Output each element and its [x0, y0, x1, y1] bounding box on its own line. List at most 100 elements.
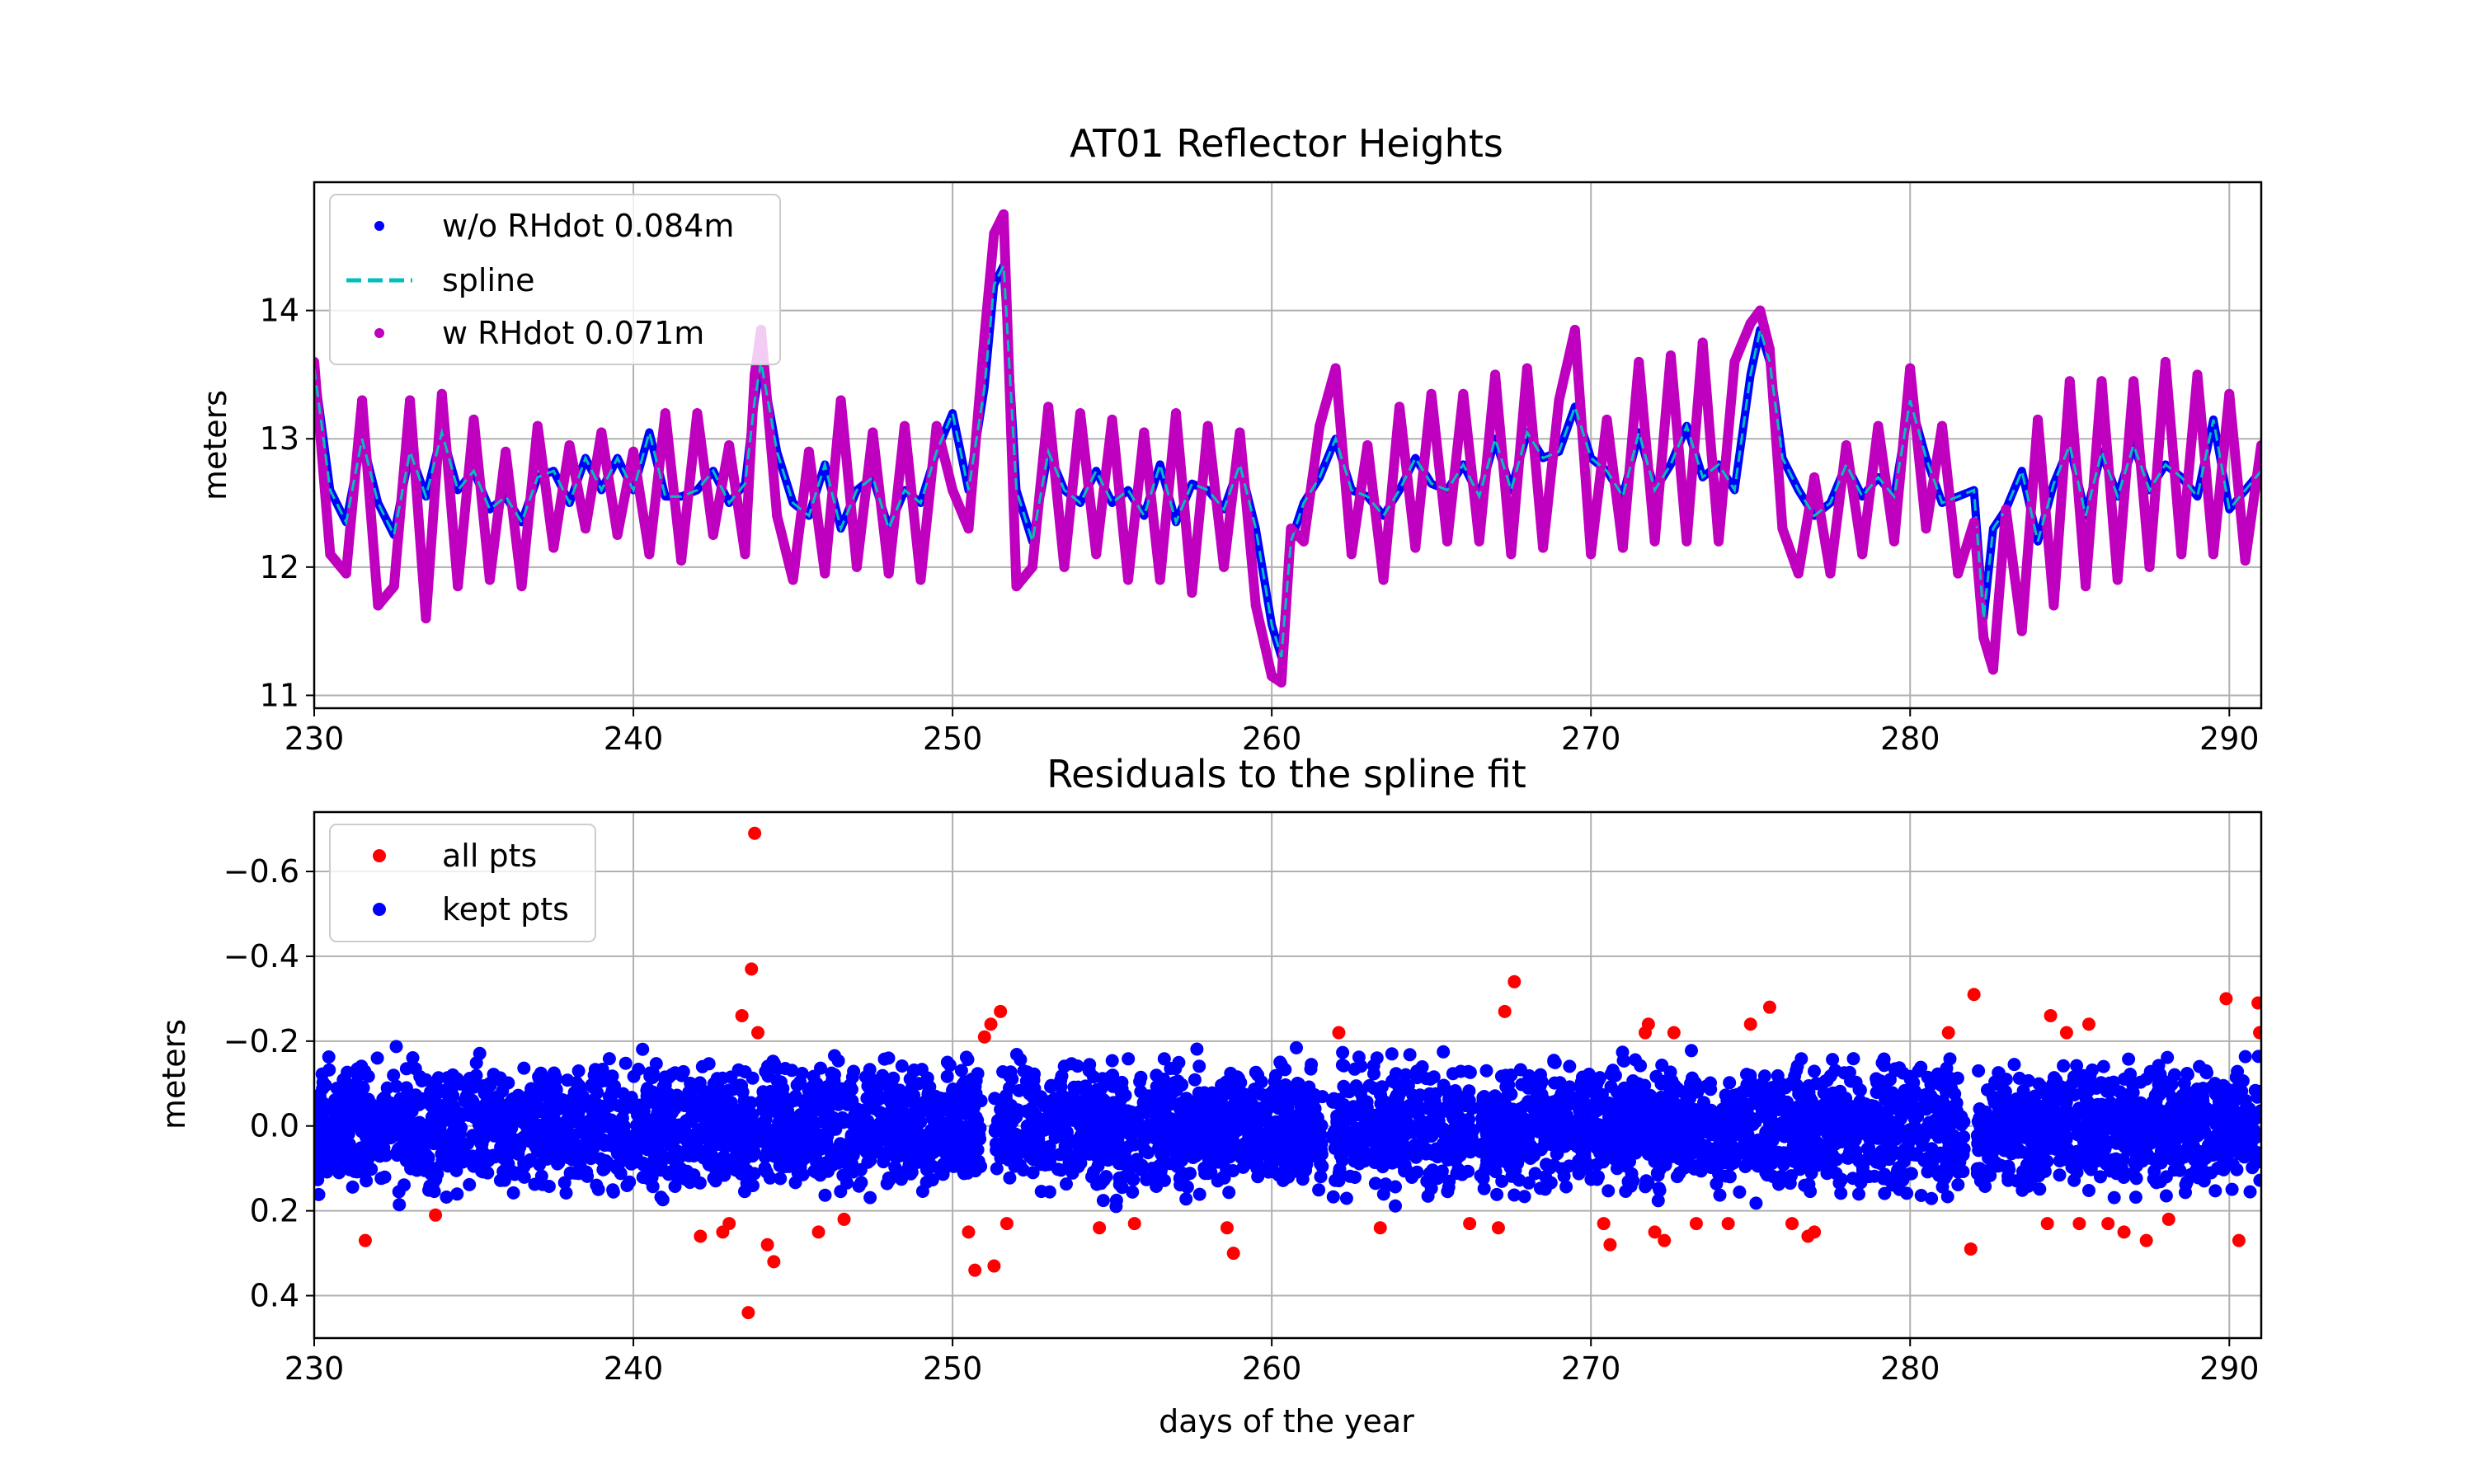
kept-pts-point [1834, 1135, 1848, 1148]
kept-pts-point [1250, 1122, 1264, 1136]
kept-pts-point [1369, 1108, 1383, 1122]
kept-pts-point [1495, 1174, 1509, 1188]
kept-pts-point [1014, 1141, 1028, 1155]
kept-pts-point [1831, 1093, 1845, 1107]
all-pts-point [760, 1237, 774, 1252]
kept-pts-point [339, 1090, 353, 1104]
kept-pts-point [1244, 1135, 1257, 1149]
w-rhdot-point [1841, 440, 1851, 450]
kept-pts-point [1192, 1187, 1206, 1201]
kept-pts-point [466, 1130, 480, 1144]
kept-pts-point [1071, 1160, 1085, 1173]
kept-pts-point [1629, 1053, 1642, 1067]
kept-pts-point [666, 1068, 680, 1082]
all-pts-point [2040, 1217, 2054, 1231]
kept-pts-point [1461, 1064, 1475, 1078]
kept-pts-point [394, 1119, 408, 1132]
kept-pts-point [1173, 1172, 1187, 1186]
kept-pts-point [1134, 1070, 1148, 1084]
kept-pts-point [1867, 1115, 1881, 1129]
kept-pts-point [1817, 1086, 1831, 1100]
kept-pts-point [1023, 1107, 1037, 1121]
kept-pts-point [1362, 1078, 1376, 1092]
all-pts-point [977, 1030, 991, 1044]
kept-pts-point [1844, 1074, 1857, 1088]
kept-pts-point [557, 1176, 571, 1190]
kept-pts-point [852, 1179, 866, 1193]
w-rhdot-point [1378, 575, 1389, 585]
w-rhdot-point [548, 542, 559, 553]
kept-pts-point [877, 1155, 891, 1169]
kept-pts-point [1403, 1098, 1417, 1112]
top-legend: w/o RHdot 0.084m spline w RHdot 0.071m [329, 194, 781, 365]
kept-pts-point [512, 1112, 526, 1125]
kept-pts-point [1544, 1176, 1558, 1190]
w-rhdot-point [2096, 376, 2107, 387]
w-rhdot-point [314, 356, 319, 367]
kept-pts-point [616, 1098, 630, 1112]
kept-pts-point [1132, 1160, 1145, 1174]
kept-pts-point [501, 1110, 515, 1124]
kept-pts-point [2159, 1189, 2173, 1203]
w-rhdot-point [1011, 581, 1022, 592]
kept-pts-point [1877, 1052, 1891, 1066]
kept-pts-point [2115, 1095, 2129, 1109]
legend-label-wo-rhdot: w/o RHdot 0.084m [442, 208, 734, 244]
kept-pts-point [1868, 1150, 1881, 1164]
kept-pts-point [1268, 1074, 1282, 1088]
kept-pts-point [1161, 1117, 1175, 1131]
kept-pts-point [1626, 1074, 1640, 1087]
kept-pts-point [1749, 1196, 1763, 1210]
top-x-tick-label: 250 [923, 721, 983, 757]
kept-pts-point [2011, 1123, 2025, 1136]
kept-pts-point [1655, 1059, 1669, 1072]
kept-pts-point [1862, 1170, 1876, 1184]
all-pts-point [968, 1263, 982, 1277]
all-pts-point [750, 1026, 764, 1040]
kept-pts-point [1435, 1164, 1449, 1178]
kept-pts-point [1123, 1115, 1137, 1129]
kept-pts-point [759, 1064, 773, 1078]
w-rhdot-point [1059, 561, 1070, 572]
kept-pts-point [1424, 1181, 1438, 1195]
kept-pts-point [1658, 1133, 1672, 1147]
kept-pts-point [1687, 1162, 1701, 1176]
kept-pts-point [1441, 1153, 1455, 1167]
kept-pts-point [882, 1051, 896, 1065]
kept-pts-point [1790, 1059, 1804, 1073]
kept-pts-point [1671, 1082, 1685, 1096]
kept-pts-point [605, 1069, 619, 1083]
kept-pts-point [2065, 1160, 2079, 1174]
kept-pts-point [1765, 1104, 1779, 1118]
kept-pts-point [1704, 1076, 1717, 1090]
w-rhdot-point [1936, 420, 1947, 431]
kept-pts-point [1780, 1095, 1794, 1109]
kept-pts-point [1403, 1048, 1417, 1062]
all-pts-point [429, 1208, 443, 1222]
kept-pts-point [1522, 1131, 1535, 1145]
w-rhdot-point [1155, 575, 1165, 585]
kept-pts-cloud [314, 1040, 2261, 1214]
w-rhdot-point [1755, 305, 1766, 316]
kept-pts-point [1437, 1045, 1451, 1059]
kept-pts-point [1028, 1086, 1041, 1100]
kept-pts-point [1222, 1186, 1236, 1200]
w-rhdot-point [772, 510, 783, 521]
w-rhdot-point [1346, 549, 1357, 560]
kept-pts-point [1526, 1141, 1540, 1155]
kept-pts-point [1856, 1160, 1870, 1174]
kept-pts-point [429, 1079, 443, 1092]
w-rhdot-point [405, 395, 416, 406]
kept-pts-point [920, 1176, 934, 1189]
kept-pts-point [1956, 1165, 1970, 1178]
kept-pts-point [1399, 1068, 1413, 1082]
kept-pts-point [2032, 1143, 2046, 1157]
kept-pts-point [745, 1149, 760, 1163]
all-pts-point [1658, 1233, 1672, 1247]
kept-pts-point [1367, 1067, 1380, 1081]
kept-pts-point [849, 1123, 863, 1137]
kept-pts-point [1112, 1116, 1126, 1130]
kept-pts-point [1076, 1100, 1090, 1114]
top-x-tick-label: 280 [1880, 721, 1940, 757]
w-rhdot-point [989, 228, 999, 239]
